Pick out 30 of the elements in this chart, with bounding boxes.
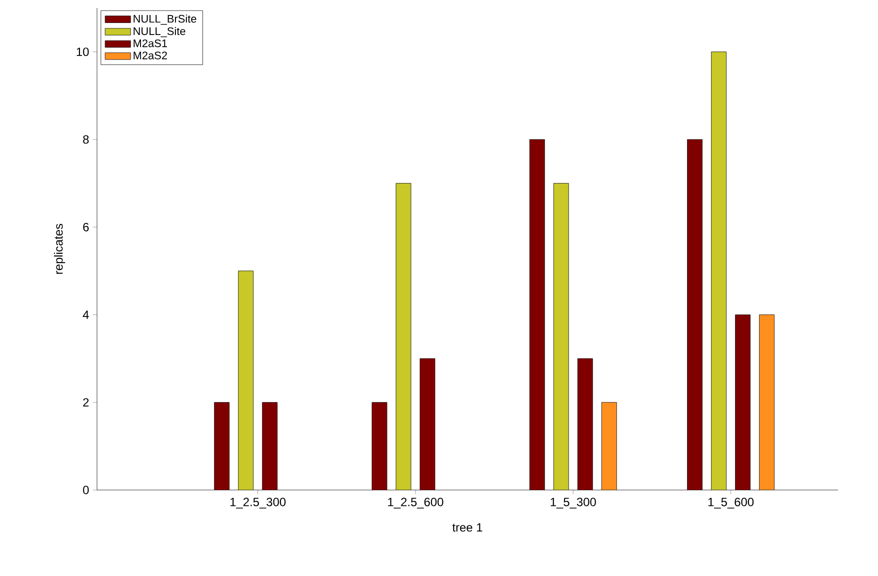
x-tick-label: 1_2.5_300 [230, 498, 286, 508]
bar [735, 314, 750, 490]
bar [554, 183, 569, 490]
bar [372, 402, 387, 490]
legend-label: M2aS2 [134, 52, 167, 60]
y-axis-title: replicates [54, 224, 66, 274]
x-tick-label: 1_2.5_600 [388, 498, 444, 508]
legend-label: NULL_BrSite [134, 14, 196, 25]
bar [711, 52, 726, 490]
y-tick-label: 10 [76, 48, 89, 56]
x-tick-label: 1_5_600 [708, 498, 754, 508]
x-tick-label: 1_5_300 [550, 498, 596, 508]
y-tick-label: 0 [83, 486, 89, 494]
legend-label: NULL_Site [134, 27, 186, 38]
bar [396, 183, 411, 490]
bar [420, 358, 435, 490]
bar [530, 139, 545, 490]
bar [578, 358, 593, 490]
bar [759, 314, 774, 490]
y-tick-label: 2 [83, 398, 89, 407]
y-tick-label: 8 [83, 135, 89, 144]
bar [602, 402, 617, 490]
y-tick-label: 4 [82, 310, 89, 319]
x-axis-title: tree 1 [452, 523, 482, 532]
bar [238, 270, 254, 490]
bar [214, 402, 230, 490]
bar [262, 402, 278, 490]
legend-label: M2aS1 [134, 39, 167, 48]
y-tick-label: 6 [83, 222, 89, 232]
bar [687, 139, 702, 490]
